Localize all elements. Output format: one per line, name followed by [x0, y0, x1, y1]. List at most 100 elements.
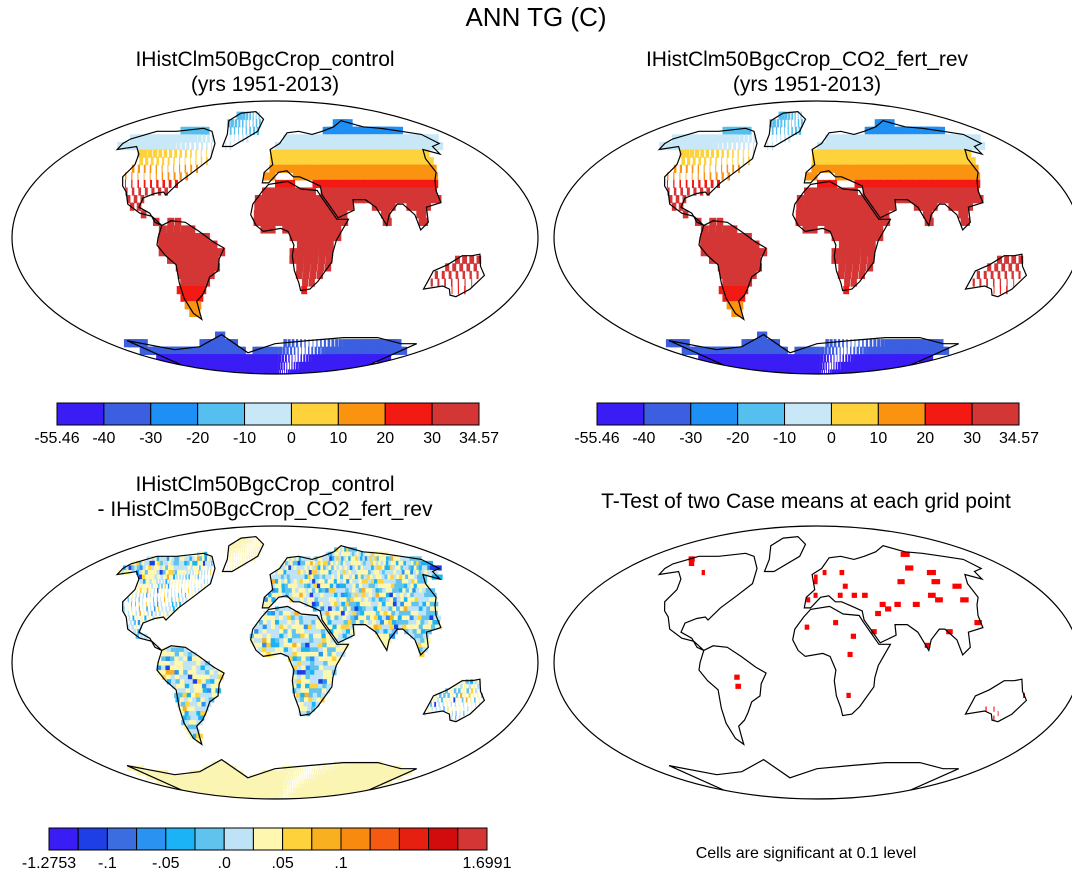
coastline-africa [792, 180, 892, 292]
colorbar-tick-label: -10 [772, 430, 797, 447]
colorbar-box [643, 402, 692, 426]
map-cells [657, 110, 1028, 374]
colorbar-box [223, 827, 254, 851]
colorbar-tick-label: -40 [632, 430, 656, 447]
colorbar-box [56, 402, 105, 426]
colorbar-tick-label: .1 [334, 855, 348, 872]
colorbar-box [737, 402, 786, 426]
colorbar-tick-label: 34.57 [458, 430, 500, 447]
colorbar-tick-label: -10 [232, 430, 257, 447]
colorbar-tick-label: 20 [376, 430, 395, 447]
map-co2 [553, 100, 1072, 375]
colorbar-boxes [596, 402, 1020, 426]
map-border [11, 100, 539, 375]
main-title: ANN TG (C) [465, 2, 607, 32]
colorbar-tick-label: 20 [916, 430, 935, 447]
map-border [553, 100, 1072, 375]
map-ttest [553, 525, 1072, 800]
coastline-africa [250, 605, 350, 717]
colorbar-tick-label: 30 [963, 430, 982, 447]
colorbar-box [106, 827, 138, 851]
coastline-australia [422, 253, 486, 298]
coastline-northAmerica [115, 127, 216, 226]
colorbar-tick-label: -55.46 [34, 430, 80, 447]
colorbar-box [252, 827, 284, 851]
colorbar-box [282, 827, 313, 851]
coastline-southAmerica [156, 645, 225, 746]
coastline-northAmerica [115, 552, 216, 651]
panel-diff-title-line2: - IHistClm50BgcCrop_CO2_fert_rev [97, 498, 433, 521]
colorbar-tick-label: 10 [869, 430, 888, 447]
colorbar-box [457, 827, 488, 851]
map-border [553, 525, 1072, 800]
coastline-greenland [221, 535, 265, 573]
colorbar-tick-label: -55.46 [574, 430, 620, 447]
coastline-africa [250, 180, 350, 292]
colorbar-box [311, 827, 342, 851]
coastline-africa [792, 605, 892, 717]
colorbar-box [136, 827, 167, 851]
colorbar-box [877, 402, 926, 426]
colorbar-box [340, 827, 371, 851]
colorbar-box [103, 402, 152, 426]
colorbar-box [924, 402, 973, 426]
panel-control-title-line1: IHistClm50BgcCrop_control [135, 48, 395, 71]
colorbar-tick-label: -.1 [98, 855, 117, 872]
colorbar-tick-label: -20 [186, 430, 210, 447]
coastline-antarctica [668, 758, 959, 799]
coastline-greenland [763, 110, 807, 148]
colorbar-box [290, 402, 339, 426]
panel-ttest-title: T-Test of two Case means at each grid po… [601, 490, 1011, 513]
coastline-australia [964, 253, 1028, 298]
colorbar-tick-label: -1.2753 [21, 855, 77, 872]
coastline-northAmerica [657, 127, 758, 226]
coastline-southAmerica [698, 220, 767, 321]
colorbar-tick-label: 0 [286, 430, 296, 447]
colorbar-tick-label: 34.57 [998, 430, 1040, 447]
colorbar-box [244, 402, 292, 426]
colorbar-tick-label: -30 [679, 430, 703, 447]
colorbar-box [690, 402, 739, 426]
map-diff [11, 525, 539, 800]
colorbar-box [596, 402, 645, 426]
colorbar-tick-label: .05 [271, 855, 294, 872]
panel-co2-title-line2: (yrs 1951-2013) [732, 73, 882, 96]
coastline-southAmerica [156, 220, 225, 321]
colorbar-tick-label: 0 [826, 430, 836, 447]
colorbar-box [150, 402, 199, 426]
map-cells [115, 535, 486, 799]
colorbar-box [77, 827, 108, 851]
colorbar-tick-label: -30 [139, 430, 163, 447]
coastline-southAmerica [698, 645, 767, 746]
significance-note: Cells are significant at 0.1 level [695, 845, 917, 862]
panel-diff-title-line1: IHistClm50BgcCrop_control [135, 473, 395, 496]
coastline-greenland [763, 535, 807, 573]
colorbar-diff: -1.2753 -.1 -.05 .0 .05 .1 1.6991 [22, 827, 511, 872]
panel-co2-title-line1: IHistClm50BgcCrop_CO2_fert_rev [645, 48, 969, 71]
colorbar-boxes [48, 827, 488, 851]
colorbar-control: -55.46 -40 -30 -20 -10 0 10 20 30 34.57 [34, 402, 499, 447]
colorbar-box [830, 402, 879, 426]
colorbar-boxes [56, 402, 480, 426]
colorbar-box [384, 402, 433, 426]
colorbar-box [337, 402, 386, 426]
colorbar-box [48, 827, 79, 851]
coastline-eurasia [261, 545, 442, 656]
colorbar-box [165, 827, 196, 851]
colorbar-tick-label: .0 [217, 855, 231, 872]
colorbar-box [971, 402, 1020, 426]
colorbar-tick-label: 1.6991 [462, 855, 512, 872]
coastline-australia [964, 678, 1028, 723]
colorbar-box [194, 827, 225, 851]
colorbar-box [428, 827, 459, 851]
colorbar-tick-label: 10 [329, 430, 348, 447]
colorbar-tick-label: -40 [92, 430, 116, 447]
coastline-greenland [221, 110, 265, 148]
colorbar-box [197, 402, 246, 426]
coastline-eurasia [261, 120, 442, 231]
map-cells [657, 535, 1028, 799]
coastline-northAmerica [657, 552, 758, 651]
colorbar-tick-label: -20 [726, 430, 750, 447]
coastline-australia [422, 678, 486, 723]
coastline-eurasia [803, 545, 984, 656]
